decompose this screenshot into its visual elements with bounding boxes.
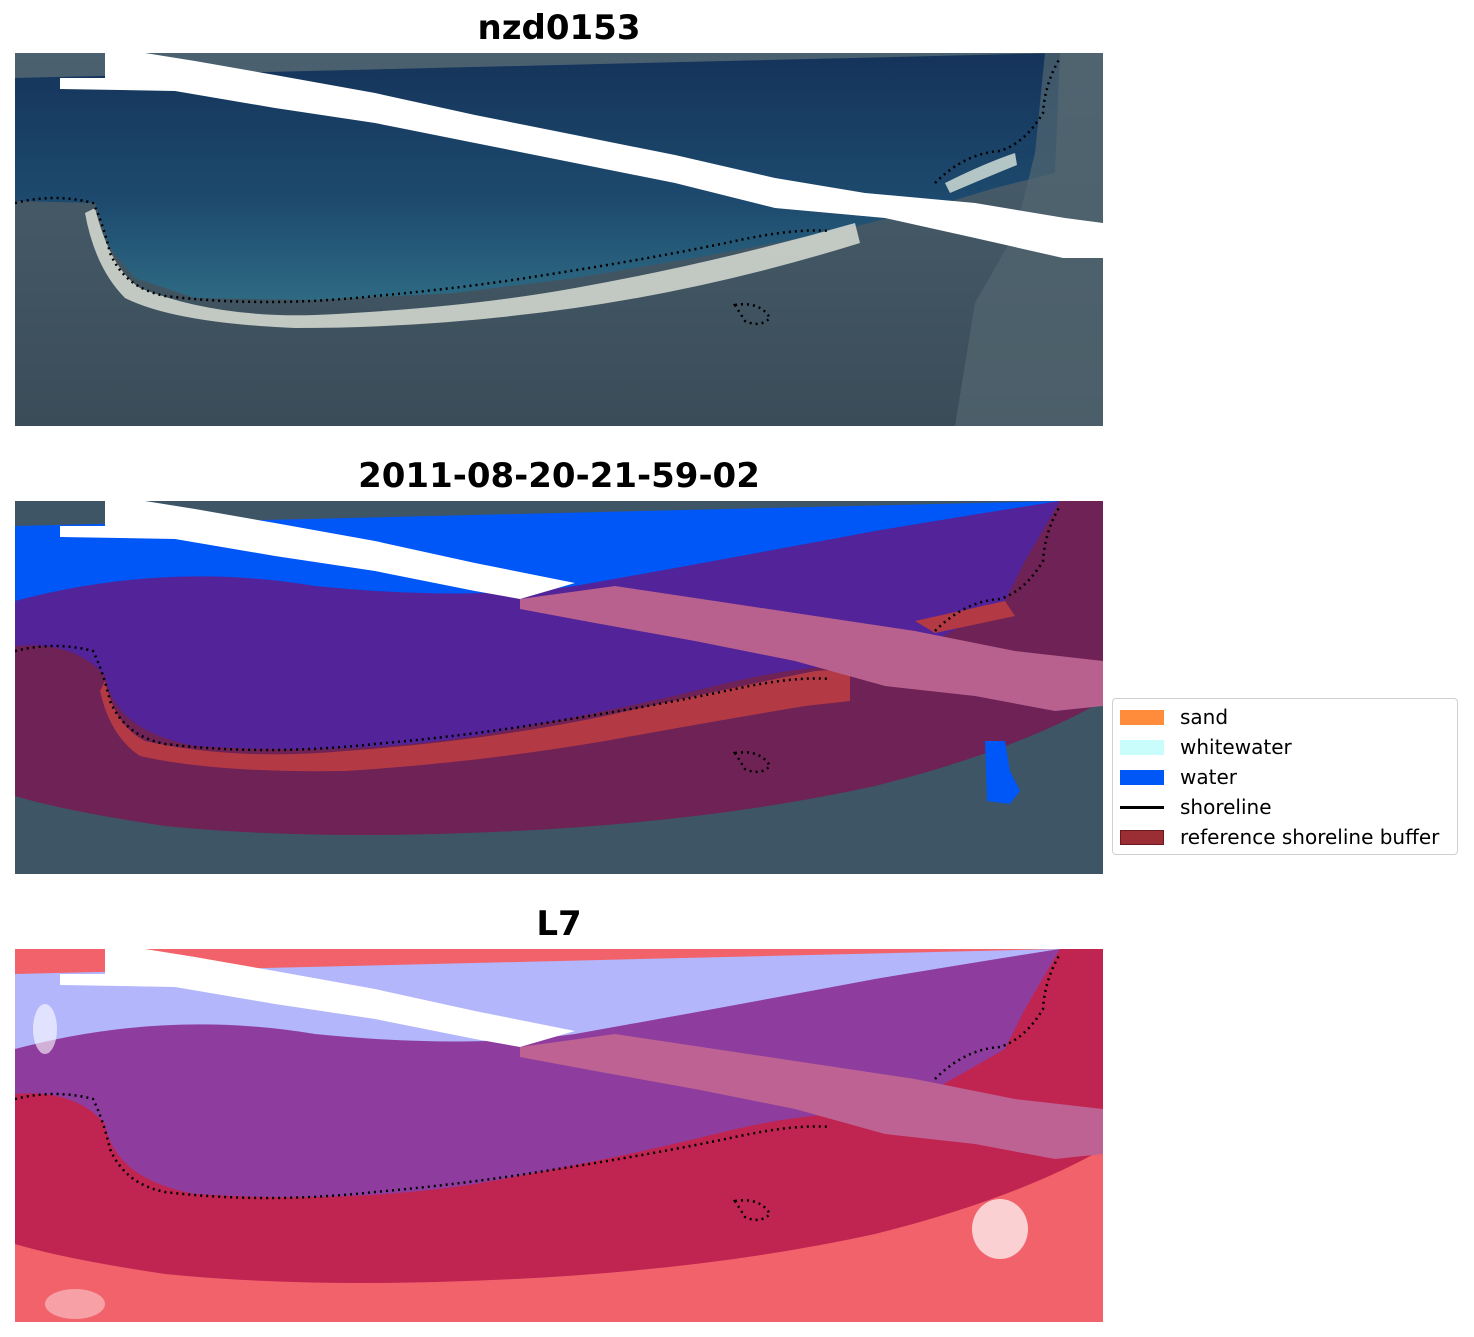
legend-item-whitewater: whitewater [1113,731,1457,761]
legend-item-sand: sand [1113,701,1457,731]
sand-swatch [1120,710,1164,725]
legend-label: water [1180,765,1237,789]
rgb-image-panel [15,53,1103,426]
shoreline-line-swatch [1120,806,1164,809]
panel-title-index: L7 [536,904,582,944]
legend-item-shoreline: shoreline [1113,791,1457,821]
legend-item-water: water [1113,761,1457,791]
index-panel [15,949,1103,1322]
classified-image [15,501,1103,874]
buffer-swatch [1120,830,1164,845]
legend-label: shoreline [1180,795,1272,819]
legend: sand whitewater water shoreline referenc… [1112,698,1458,855]
water-swatch [1120,770,1164,785]
classification-panel [15,501,1103,874]
legend-label: whitewater [1180,735,1292,759]
legend-item-buffer: reference shoreline buffer [1113,821,1457,851]
panel-title-rgb: nzd0153 [477,8,641,48]
panel-title-classification: 2011-08-20-21-59-02 [358,456,760,496]
rgb-satellite-image [15,53,1103,426]
legend-label: sand [1180,705,1229,729]
water-index-image [15,949,1103,1322]
whitewater-swatch [1120,740,1164,755]
legend-label: reference shoreline buffer [1180,825,1440,849]
